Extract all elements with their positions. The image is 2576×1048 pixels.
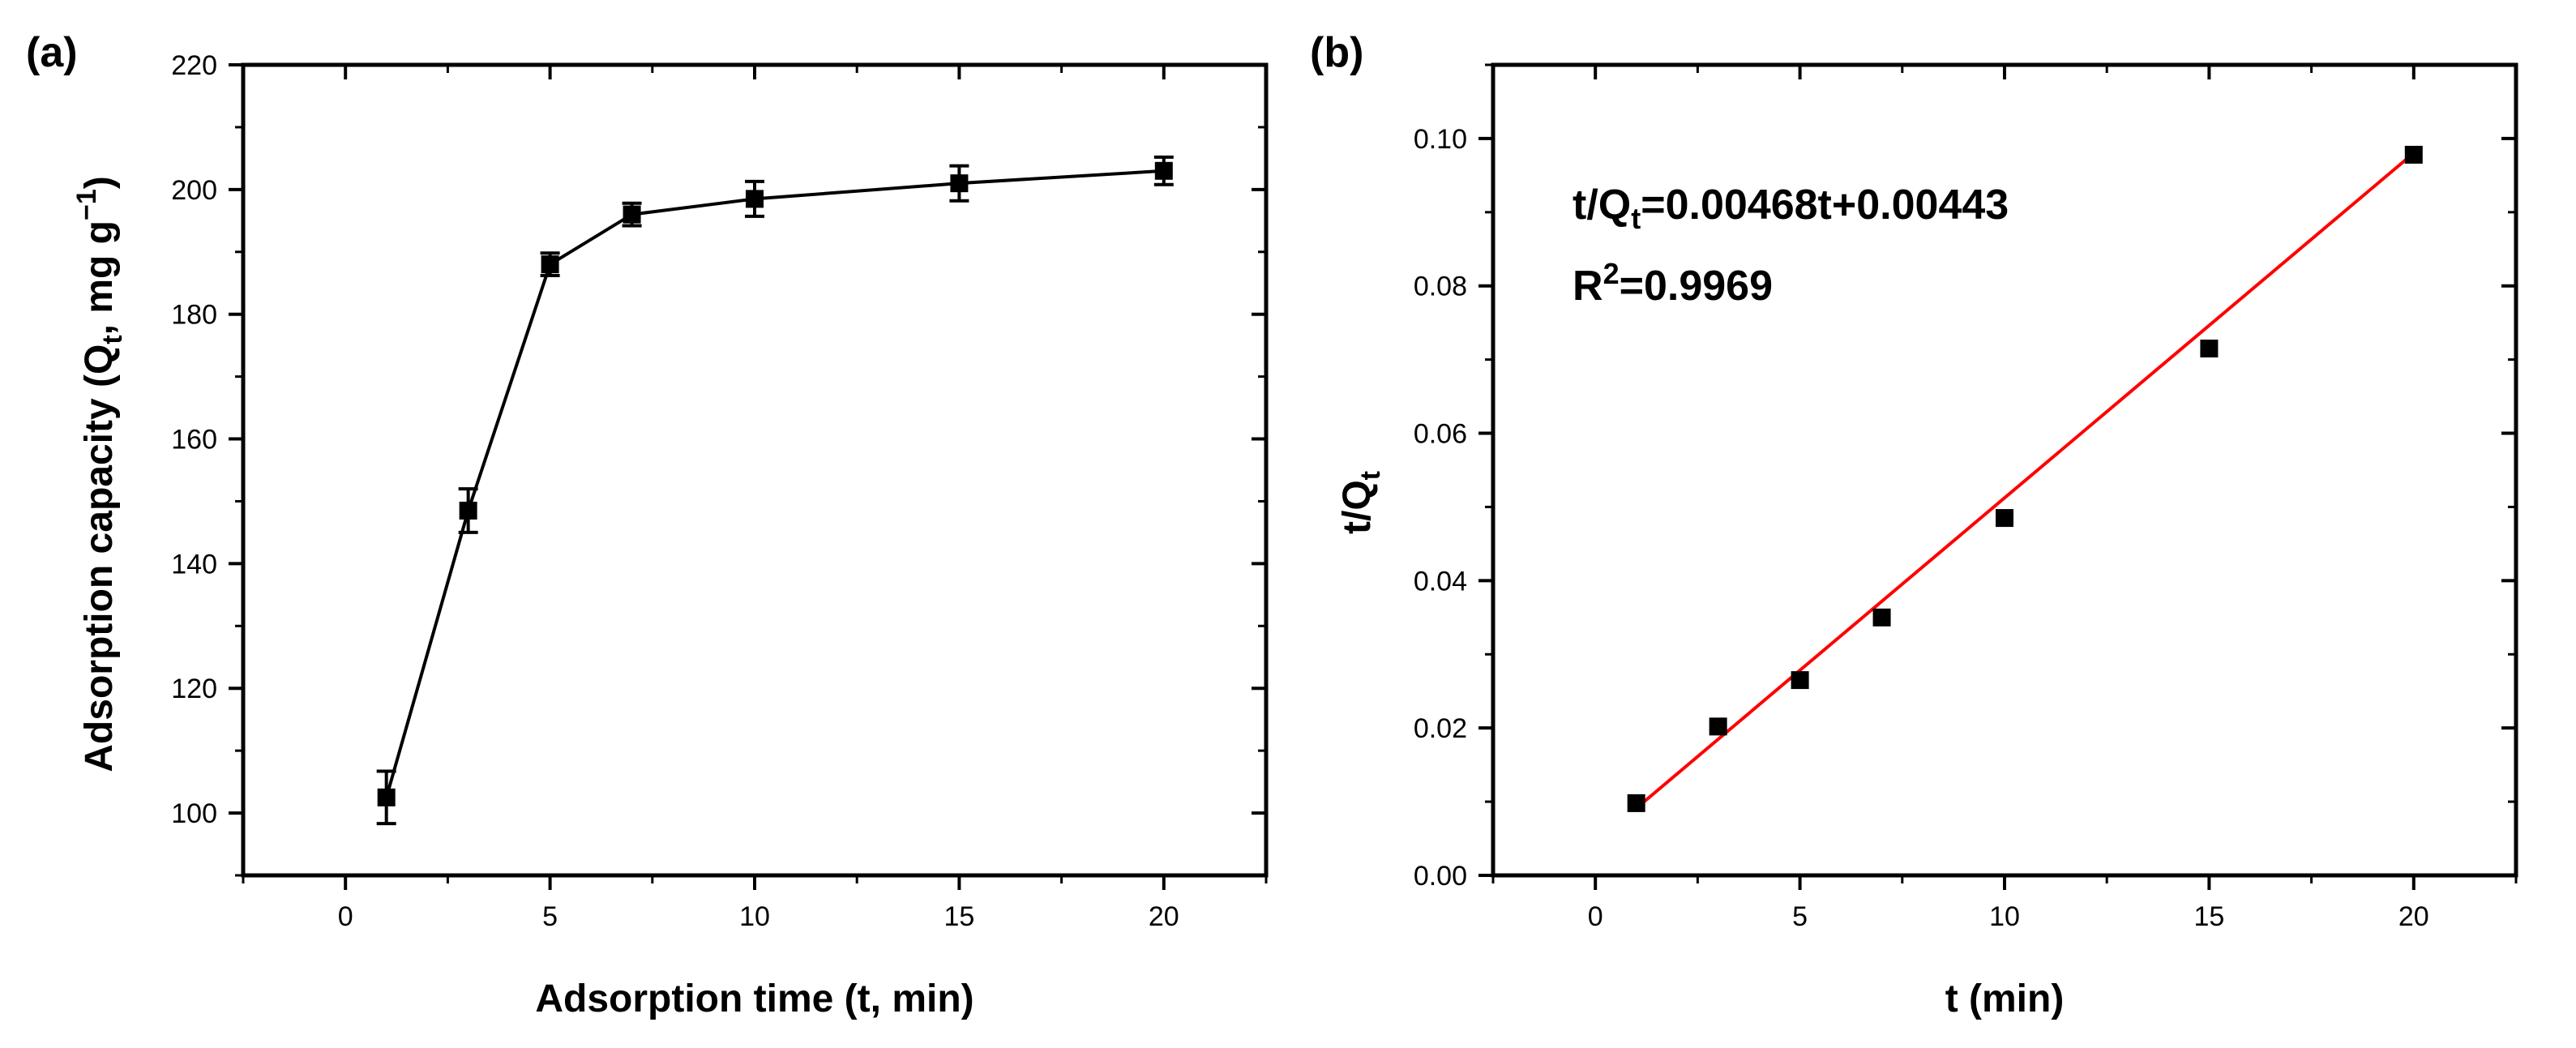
panel-b-fit: [1635, 152, 2416, 810]
y-tick-label: 0.06: [1414, 419, 1467, 450]
panel-a-data: [376, 155, 1174, 826]
data-point: [1996, 509, 2013, 528]
data-point: [2200, 340, 2219, 357]
x-tick-label: 15: [2193, 901, 2224, 932]
y-tick-label: 100: [171, 798, 217, 829]
fit-equation: t/Qt=0.00468t+0.00443: [1573, 182, 2009, 235]
data-point: [746, 190, 764, 208]
panel-b: (b) 0 5 10 15 20 0.00 0.02 0.04 0.06 0.08 0.10 t/Q…: [1310, 29, 2518, 1020]
r-squared: R2=0.9969: [1573, 257, 1773, 310]
panel-a-tick-labels: 0 5 10 15 20 100 120 140 160 180 200 220: [171, 50, 1179, 932]
data-point: [623, 205, 641, 224]
data-point: [459, 502, 477, 520]
y-tick-label: 180: [171, 300, 217, 331]
x-tick-label: 0: [338, 901, 353, 932]
panel-b-y-axis-title: t/Qt: [1336, 471, 1386, 534]
data-point: [1627, 793, 1645, 812]
y-tick-label: 0.04: [1414, 566, 1467, 597]
y-tick-label: 120: [171, 674, 217, 704]
panel-a-y-axis-title: Adsorption capacity (Qt, mg g−1): [71, 176, 128, 772]
series-line: [384, 169, 1164, 798]
fit-line: [1635, 152, 2416, 810]
panel-a-label: (a): [26, 29, 78, 76]
data-point: [950, 174, 969, 193]
data-point: [1791, 671, 1809, 690]
x-tick-label: 10: [739, 901, 770, 932]
x-tick-label: 5: [542, 901, 558, 932]
data-point: [377, 788, 396, 806]
y-tick-label: 220: [171, 50, 217, 81]
y-tick-label: 200: [171, 175, 217, 206]
data-point: [541, 255, 559, 274]
panel-b-tick-labels: 0 5 10 15 20 0.00 0.02 0.04 0.06 0.08 0.10: [1414, 124, 2429, 932]
y-tick-label: 0.02: [1414, 713, 1467, 744]
x-tick-label: 20: [2398, 901, 2429, 932]
data-point: [1872, 608, 1891, 627]
panel-b-ticks: [1478, 63, 2518, 890]
x-tick-label: 10: [1989, 901, 2020, 932]
x-tick-label: 20: [1149, 901, 1179, 932]
data-point: [1709, 717, 1727, 736]
x-tick-label: 0: [1588, 901, 1603, 932]
panel-a: (a) 0 5 10 15 20 100 120 140 160 180 200 220 Adsorp…: [26, 29, 1269, 1020]
panel-b-x-axis-title: t (min): [1945, 977, 2065, 1020]
y-tick-label: 0.08: [1414, 272, 1467, 302]
panel-b-data: [1627, 145, 2423, 812]
data-point: [1154, 161, 1173, 180]
y-tick-label: 140: [171, 549, 217, 580]
y-tick-label: 160: [171, 425, 217, 456]
x-tick-label: 5: [1792, 901, 1808, 932]
data-point: [2404, 145, 2423, 164]
x-tick-label: 15: [944, 901, 974, 932]
y-tick-label: 0.10: [1414, 124, 1467, 155]
panel-b-label: (b): [1310, 29, 1363, 76]
y-tick-label: 0.00: [1414, 861, 1467, 892]
panel-a-ticks: [229, 63, 1268, 890]
panel-a-x-axis-title: Adsorption time (t, min): [535, 977, 973, 1020]
